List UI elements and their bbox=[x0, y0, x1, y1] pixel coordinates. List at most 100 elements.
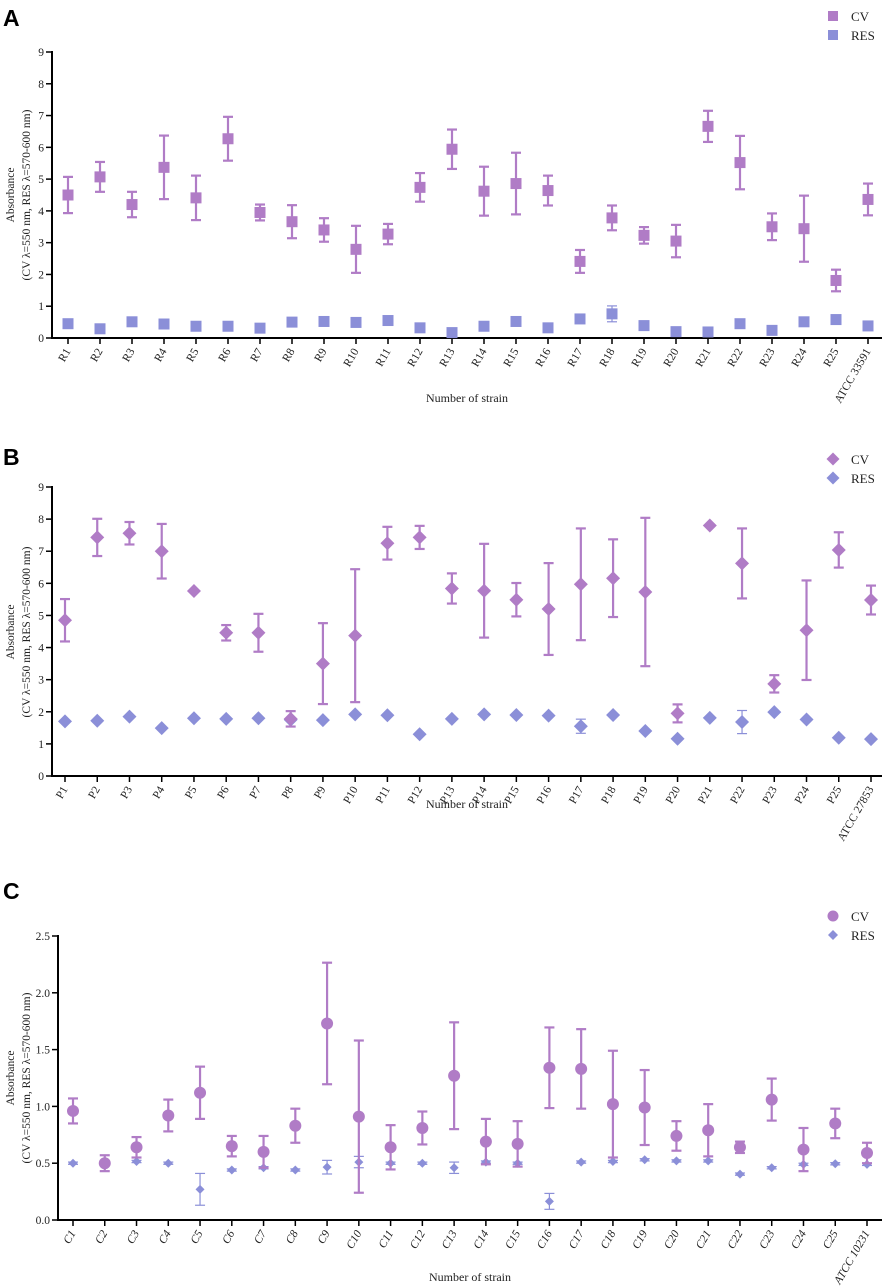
data-point-res bbox=[608, 1156, 618, 1166]
data-point-res bbox=[163, 1158, 173, 1168]
x-tick-label: C11 bbox=[377, 1229, 397, 1251]
data-point-cv bbox=[702, 120, 714, 132]
data-point-cv bbox=[126, 199, 138, 211]
panel-c: C 0.0 0.5 1.0 1.5 2.0 2.5 C1 C2 C3 C4 C5 C6 C7 C8 C9 C10… bbox=[3, 878, 882, 1286]
legend-marker-cv bbox=[828, 11, 838, 21]
x-tick-label: R11 bbox=[374, 346, 394, 368]
data-point-cv bbox=[315, 656, 330, 671]
data-point-cv bbox=[190, 192, 202, 204]
data-point-res bbox=[414, 322, 426, 334]
data-point-cv bbox=[90, 530, 105, 545]
data-point-cv bbox=[382, 228, 394, 240]
x-tick-label: P9 bbox=[312, 784, 329, 801]
series-cv bbox=[67, 961, 873, 1194]
y-tick-label: 0.5 bbox=[36, 1158, 51, 1170]
data-point-cv bbox=[444, 581, 459, 596]
data-point-res bbox=[290, 1165, 300, 1175]
data-point-res bbox=[478, 320, 490, 332]
y-tick-label: 0.0 bbox=[36, 1215, 51, 1227]
data-point-cv bbox=[735, 556, 750, 571]
x-tick-label: R10 bbox=[342, 346, 362, 369]
data-point-cv bbox=[283, 711, 298, 726]
data-point-cv bbox=[478, 185, 490, 197]
x-tick-label: C23 bbox=[757, 1228, 777, 1251]
y-tick-label: 0 bbox=[38, 333, 44, 345]
data-point-res bbox=[380, 708, 395, 723]
x-tick-label: P17 bbox=[567, 784, 586, 806]
y-axis-label: Absorbance bbox=[5, 605, 17, 660]
data-point-res bbox=[544, 1196, 554, 1206]
data-point-res bbox=[417, 1158, 427, 1168]
data-point-cv bbox=[606, 1098, 619, 1111]
x-tick-label: P10 bbox=[341, 784, 360, 806]
data-point-res bbox=[154, 721, 169, 736]
legend: CV RES bbox=[828, 9, 875, 43]
data-point-res bbox=[576, 1157, 586, 1167]
y-tick-label: 2.0 bbox=[36, 988, 51, 1000]
data-point-res bbox=[315, 713, 330, 728]
x-tick-label: R19 bbox=[630, 346, 650, 369]
data-point-res bbox=[606, 308, 618, 320]
y-axis-label: Absorbance bbox=[5, 1051, 17, 1106]
x-axis-label: Number of strain bbox=[429, 1270, 511, 1284]
legend-marker-res bbox=[828, 930, 838, 940]
x-tick-label: P8 bbox=[280, 784, 297, 801]
legend-label-cv: CV bbox=[851, 909, 870, 924]
legend-marker-res bbox=[826, 471, 840, 485]
data-point-res bbox=[68, 1158, 78, 1168]
data-point-res bbox=[350, 316, 362, 328]
data-point-cv bbox=[638, 229, 650, 241]
data-point-res bbox=[702, 326, 714, 338]
data-point-cv bbox=[638, 585, 653, 600]
legend: CV RES bbox=[826, 452, 875, 486]
data-point-cv bbox=[767, 676, 782, 691]
x-tick-label: R2 bbox=[88, 346, 105, 364]
data-point-res bbox=[798, 316, 810, 328]
x-tick-label: R21 bbox=[694, 346, 714, 369]
data-point-res bbox=[767, 1163, 777, 1173]
x-tick-label: C18 bbox=[599, 1228, 619, 1251]
x-tick-label: R4 bbox=[152, 346, 169, 364]
data-point-cv bbox=[416, 1121, 429, 1134]
data-point-cv bbox=[321, 1017, 334, 1030]
x-tick-label: R20 bbox=[662, 346, 682, 369]
x-tick-label: C9 bbox=[316, 1228, 333, 1246]
data-point-res bbox=[90, 713, 105, 728]
x-tick-label: C5 bbox=[189, 1228, 206, 1246]
legend-label-res: RES bbox=[851, 928, 875, 943]
data-point-res bbox=[222, 320, 234, 332]
x-tick-label: R24 bbox=[790, 346, 810, 369]
data-point-res bbox=[477, 707, 492, 722]
data-point-cv bbox=[543, 1061, 556, 1074]
x-tick-label: R16 bbox=[534, 346, 554, 369]
y-tick-label: 1 bbox=[38, 739, 44, 751]
data-point-cv bbox=[414, 181, 426, 193]
y-tick-label: 6 bbox=[38, 578, 44, 590]
data-point-res bbox=[862, 320, 874, 332]
x-tick-label: C7 bbox=[252, 1227, 270, 1246]
data-point-res bbox=[541, 708, 556, 723]
data-point-res bbox=[158, 318, 170, 330]
data-point-res bbox=[734, 318, 746, 330]
legend-marker-res bbox=[828, 30, 838, 40]
data-point-res bbox=[766, 324, 778, 336]
data-point-cv bbox=[194, 1086, 207, 1099]
data-point-cv bbox=[62, 189, 74, 201]
series-cv bbox=[58, 516, 878, 728]
x-axis-label: Number of strain bbox=[426, 391, 508, 405]
x-tick-label: P19 bbox=[632, 784, 651, 806]
data-point-cv bbox=[862, 193, 874, 205]
x-tick-label: C24 bbox=[789, 1228, 809, 1251]
panel-letter: B bbox=[3, 444, 20, 470]
data-point-res bbox=[132, 1156, 142, 1166]
y-tick-label: 2.5 bbox=[36, 931, 51, 943]
x-tick-label: R14 bbox=[470, 346, 490, 369]
data-point-cv bbox=[94, 171, 106, 183]
data-point-res bbox=[195, 1184, 205, 1194]
y-tick-label: 2 bbox=[38, 269, 44, 281]
y-tick-label: 5 bbox=[38, 174, 44, 186]
data-point-cv bbox=[670, 235, 682, 247]
y-tick-label: 8 bbox=[38, 514, 44, 526]
x-tick-label: P7 bbox=[248, 784, 265, 801]
data-point-res bbox=[227, 1165, 237, 1175]
